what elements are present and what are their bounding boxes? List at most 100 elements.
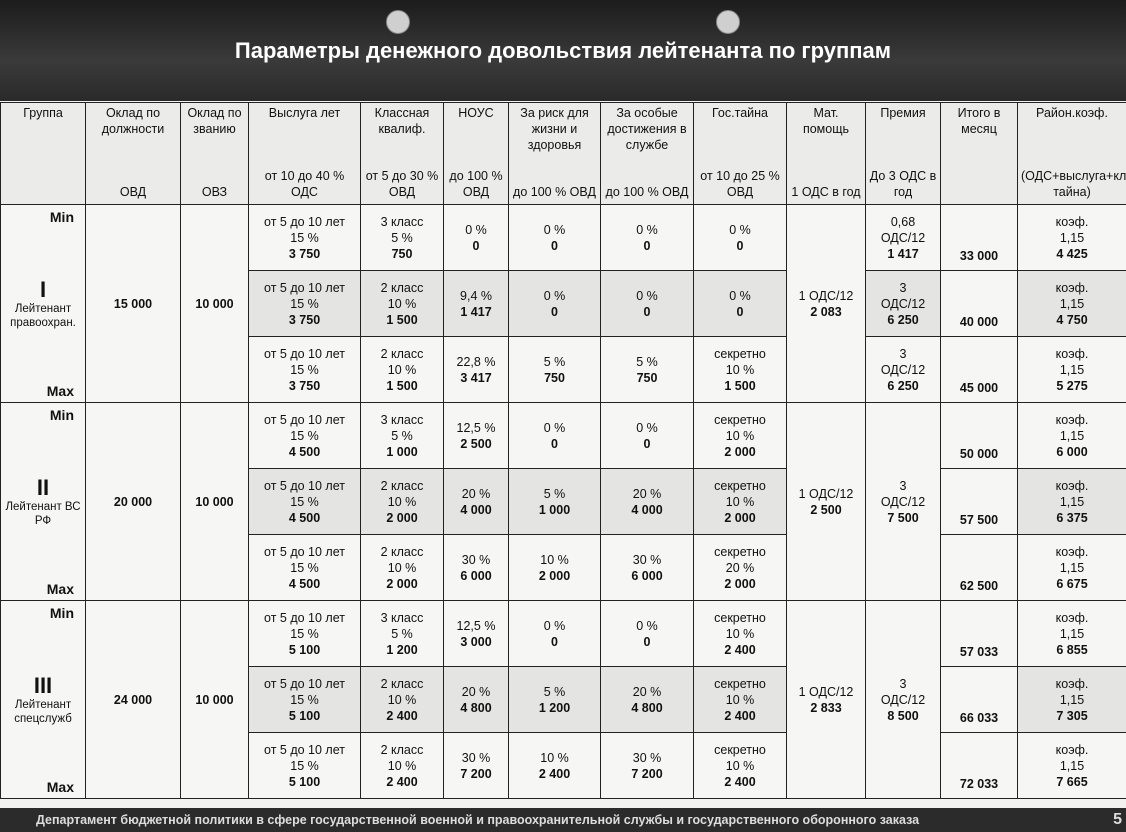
total-value: 33 000 bbox=[959, 249, 999, 263]
header-cell: Выслуга лет от 10 до 40 % ОДС bbox=[252, 105, 357, 200]
service-bonus-amount: 3 750 bbox=[288, 312, 321, 327]
risk-bonus-pct: 5 % bbox=[543, 684, 566, 699]
class-bonus-amount: 2 000 bbox=[386, 510, 418, 525]
material-help-amount: 2 500 bbox=[810, 502, 842, 517]
header-unit: от 10 до 25 % ОВД bbox=[700, 169, 780, 199]
total-value: 57 500 bbox=[959, 513, 999, 527]
secret-bonus: 0 % 0 bbox=[693, 270, 787, 337]
total: 40 000 bbox=[940, 270, 1018, 337]
salary-rank-value: 10 000 bbox=[195, 296, 234, 311]
risk-bonus: 0 % 0 bbox=[508, 270, 601, 337]
regional-coef-amount: 6 000 bbox=[1056, 444, 1088, 459]
nous-bonus-amount: 3 000 bbox=[460, 634, 492, 649]
class-bonus-amount: 750 bbox=[391, 246, 413, 261]
risk-bonus-amount: 2 000 bbox=[538, 568, 571, 583]
header-cell: За риск для жизни и здоровья до 100 % ОВД bbox=[512, 105, 597, 200]
secret-bonus-pct: 10 % bbox=[725, 494, 755, 509]
secret-bonus-amount: 2 400 bbox=[724, 642, 756, 657]
service-bonus-pct: 15 % bbox=[290, 626, 319, 641]
regional-coef: коэф. 1,15 5 275 bbox=[1017, 336, 1126, 403]
max-label: Max bbox=[46, 580, 74, 597]
max-label: Max bbox=[46, 778, 74, 795]
class-bonus: 3 класс 5 % 1 200 bbox=[360, 600, 444, 667]
nous-bonus-pct: 12,5 % bbox=[456, 618, 496, 633]
service-bonus-text: от 5 до 10 лет bbox=[264, 346, 345, 361]
service-bonus-pct: 15 % bbox=[290, 296, 319, 311]
class-bonus: 2 класс 10 % 1 500 bbox=[360, 336, 444, 403]
secret-bonus-pct: 10 % bbox=[725, 428, 755, 443]
header-cell: За особые достижения в службе до 100 % ОВ… bbox=[604, 105, 690, 200]
header-unit: от 10 до 40 % ОДС bbox=[264, 169, 345, 199]
class-bonus-text: 2 класс bbox=[380, 478, 424, 493]
nous-bonus-pct: 0 % bbox=[465, 222, 487, 237]
secret-bonus-amount: 0 bbox=[736, 304, 744, 319]
total: 45 000 bbox=[940, 336, 1018, 403]
salary-position-value: 24 000 bbox=[113, 692, 153, 707]
header-title: Итого в месяц bbox=[957, 106, 1001, 136]
header-cell: Мат. помощь 1 ОДС в год bbox=[790, 105, 862, 200]
service-bonus: от 5 до 10 лет 15 % 3 750 bbox=[248, 204, 361, 271]
class-bonus-text: 3 класс bbox=[380, 412, 424, 427]
nous-bonus: 20 % 4 800 bbox=[443, 666, 509, 733]
special-bonus-amount: 0 bbox=[643, 238, 651, 253]
service-bonus-pct: 15 % bbox=[290, 560, 319, 575]
material-help: 1 ОДС/12 2 083 bbox=[786, 204, 866, 403]
regional-coef-amount: 6 855 bbox=[1056, 642, 1088, 657]
regional-coef-amount: 6 375 bbox=[1056, 510, 1088, 525]
class-bonus: 2 класс 10 % 2 400 bbox=[360, 732, 444, 799]
special-bonus-amount: 750 bbox=[636, 370, 658, 385]
regional-coef-text: коэф. bbox=[1055, 676, 1089, 691]
header-cell: Гос.тайна от 10 до 25 % ОВД bbox=[697, 105, 783, 200]
regional-coef: коэф. 1,15 4 750 bbox=[1017, 270, 1126, 337]
data-row: от 5 до 10 лет 15 % 4 500 2 класс 10 % 2 000 3… bbox=[1, 534, 1126, 601]
group-numeral: III bbox=[33, 672, 53, 698]
nous-bonus-amount: 0 bbox=[472, 238, 480, 253]
header-row: Группа Оклад по должности ОВД Оклад по зван… bbox=[0, 102, 1126, 205]
class-bonus-text: 2 класс bbox=[380, 544, 424, 559]
secret-bonus-text: секретно bbox=[714, 412, 766, 427]
class-bonus: 3 класс 5 % 750 bbox=[360, 204, 444, 271]
premium-amount: 7 500 bbox=[887, 510, 919, 525]
group-name: Лейтенант спецслужб bbox=[14, 698, 72, 725]
regional-coef-coef: 1,15 bbox=[1059, 362, 1085, 377]
special-bonus-pct: 0 % bbox=[636, 618, 658, 633]
service-bonus-pct: 15 % bbox=[290, 758, 319, 773]
special-bonus-pct: 0 % bbox=[636, 288, 658, 303]
salary-rank: 10 000 bbox=[180, 402, 249, 601]
service-bonus: от 5 до 10 лет 15 % 3 750 bbox=[248, 270, 361, 337]
secret-bonus: секретно 10 % 2 000 bbox=[693, 402, 787, 469]
salary-position: 15 000 bbox=[85, 204, 181, 403]
special-bonus-pct: 30 % bbox=[632, 552, 662, 567]
class-bonus-text: 2 класс bbox=[380, 280, 424, 295]
class-bonus-text: 3 класс bbox=[380, 610, 424, 625]
header-unit: от 5 до 30 % ОВД bbox=[365, 169, 439, 199]
regional-coef: коэф. 1,15 6 855 bbox=[1017, 600, 1126, 667]
nous-bonus: 9,4 % 1 417 bbox=[443, 270, 509, 337]
risk-bonus-amount: 0 bbox=[551, 304, 558, 319]
risk-bonus: 0 % 0 bbox=[508, 600, 601, 667]
regional-coef-text: коэф. bbox=[1055, 610, 1089, 625]
punch-hole bbox=[386, 10, 410, 34]
secret-bonus-amount: 2 000 bbox=[724, 444, 756, 459]
service-bonus-text: от 5 до 10 лет bbox=[264, 280, 345, 295]
column-header: За особые достижения в службе до 100 % ОВ… bbox=[600, 102, 694, 205]
service-bonus-text: от 5 до 10 лет bbox=[264, 742, 345, 757]
nous-bonus-pct: 12,5 % bbox=[456, 420, 496, 435]
footer: Департамент бюджетной политики в сфере г… bbox=[0, 808, 1126, 832]
secret-bonus-amount: 2 000 bbox=[724, 510, 756, 525]
header-cell: НОУС до 100 % ОВД bbox=[447, 105, 505, 200]
secret-bonus: секретно 10 % 2 000 bbox=[693, 468, 787, 535]
material-help: 1 ОДС/12 2 500 bbox=[786, 402, 866, 601]
class-bonus-text: 2 класс bbox=[380, 742, 424, 757]
column-header: Премия До 3 ОДС в год bbox=[865, 102, 941, 205]
regional-coef-amount: 4 750 bbox=[1056, 312, 1088, 327]
service-bonus: от 5 до 10 лет 15 % 4 500 bbox=[248, 534, 361, 601]
risk-bonus: 5 % 1 000 bbox=[508, 468, 601, 535]
max-label: Max bbox=[46, 382, 74, 399]
premium: 3 ОДС/12 6 250 bbox=[865, 336, 941, 403]
service-bonus-text: от 5 до 10 лет bbox=[264, 544, 345, 559]
total-value: 66 033 bbox=[959, 711, 999, 725]
secret-bonus-text: секретно bbox=[714, 544, 766, 559]
secret-bonus: секретно 10 % 2 400 bbox=[693, 732, 787, 799]
